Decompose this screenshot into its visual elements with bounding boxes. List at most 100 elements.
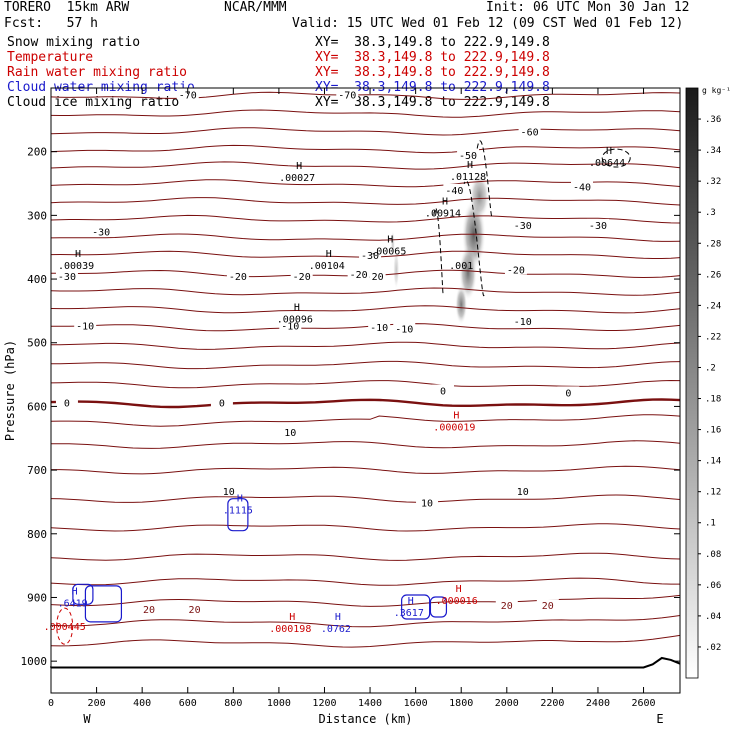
field-snow-xy: XY= 38.3,149.8 to 222.9,149.8 [315,35,550,50]
temp-label: 20 [542,601,554,612]
temp-label: -10 [514,317,532,328]
temp-label: 10 [284,428,296,439]
temp-label-bg [457,148,480,160]
temp-label: -40 [445,186,463,197]
temp-label-bg [74,319,97,331]
temp-label: -20 [229,272,247,283]
colorbar-tick-label: .22 [705,332,721,342]
max-value-label: .00096 [277,314,313,325]
temp-label: 10 [517,487,529,498]
x-tick-label: 1200 [312,698,336,709]
ice-contour [476,140,493,217]
temperature-isotherm [50,214,681,224]
temperature-isotherm [50,305,681,314]
temp-label: -60 [521,127,539,138]
x-tick-label: 800 [224,698,242,709]
temp-label-bg [518,125,541,137]
temp-label: 0 [64,399,70,410]
contour-labels: -30-30-20-20 -20-30 -30-40-60-50-40-30-20-… [44,88,625,635]
temp-label-bg [363,269,386,281]
y-tick-label: 600 [27,400,47,413]
max-marker: H [442,197,448,208]
max-value-label: .00644 [589,158,625,169]
temp-label: -10 [370,323,388,334]
temp-label-bg [511,218,534,230]
field-rain-xy: XY= 38.3,149.8 to 222.9,149.8 [315,65,550,80]
temperature-isotherm [50,577,680,586]
temp-label: -30 [58,272,76,283]
max-value-label: .000019 [433,423,475,434]
max-marker: H [72,586,78,597]
colorbar-tick-label: .12 [705,488,721,498]
temp-label: -10 [395,325,413,336]
cloudwater-contour [227,498,249,532]
temperature-isotherm [50,233,681,242]
field-temp-xy: XY= 38.3,149.8 to 222.9,149.8 [315,50,550,65]
temp-label-bg [431,384,454,396]
temp-label: -40 [573,183,591,194]
max-value-label: .000198 [269,624,311,635]
colorbar-tick-label: .02 [705,643,721,653]
max-marker: H [408,596,414,607]
x-tick-label: 1000 [267,698,291,709]
ice-contour [433,207,444,293]
temperature-isotherm [50,414,681,427]
max-value-label: .001 [449,261,473,272]
max-marker: H [326,249,332,260]
max-marker: H [75,249,81,260]
colorbar-unit: g kg⁻¹ [702,86,731,95]
temperature-isotherm [50,523,681,532]
temp-label: -20 [366,272,384,283]
x-tick-label: 1800 [449,698,473,709]
temp-label: -30 [92,227,110,238]
shading-blob [390,230,395,259]
max-marker: H [294,302,300,313]
temp-label: -50 [459,151,477,162]
max-value-label: .000445 [44,622,86,633]
y-tick-label: 1000 [21,655,48,668]
max-value-label: .6419 [58,598,88,609]
colorbar-tick-label: .08 [705,550,721,560]
cloudwater-contour [401,594,431,620]
temp-label: 0 [219,399,225,410]
max-value-label: .00027 [279,173,315,184]
temperature-isotherm [50,127,681,136]
temperature-isotherm [51,341,681,350]
colorbar-tick-label: .04 [705,612,721,622]
max-marker: H [606,146,612,157]
temp-label: 20 [143,605,155,616]
field-rain-name: Rain water mixing ratio [7,65,188,80]
temperature-isotherm [50,323,681,332]
temp-label: 0 [565,388,571,399]
model-title: TORERO 15km ARW [4,0,130,15]
temp-label-bg [511,485,534,497]
temp-label: -20 [507,266,525,277]
y-tick-label: 800 [27,528,47,541]
temp-label-bg [359,248,382,260]
colorbar: .02 .04 .06 .08 .1 .12 .14 .16 .18 .2 .22 .24 .26 .28… [685,86,731,679]
temp-label-bg [416,496,439,508]
temp-label-bg [393,322,416,334]
temperature-isotherm [50,197,681,206]
max-marker: H [467,160,473,171]
snow-contour [601,148,631,168]
max-value-label: .01128 [450,172,486,183]
max-marker: H [453,411,459,422]
colorbar-tick-label: .14 [705,457,721,467]
temp-label-bg [586,218,609,230]
colorbar-tick-label: .2 [705,363,716,373]
rain-contour [56,607,74,645]
colorbar-tick-label: .28 [705,239,721,249]
temp-label-bg [55,269,78,281]
temperature-isotherm [50,287,681,296]
temperature-isotherm [50,161,681,170]
x-tick-label: 0 [48,698,54,709]
shading-blob [393,249,400,290]
temp-label: -70 [179,90,197,101]
x-tick-label: 600 [179,698,197,709]
field-ice-xy: XY= 38.3,149.8 to 222.9,149.8 [315,95,550,110]
temp-label-bg [90,225,113,237]
y-tick-label: 300 [27,209,47,222]
max-value-label: .00914 [425,209,461,220]
temp-label-bg [336,88,359,100]
